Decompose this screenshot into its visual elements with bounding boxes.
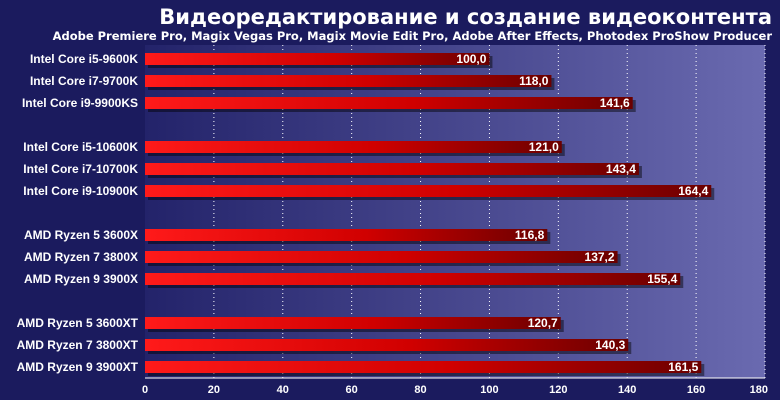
bar [145, 53, 490, 65]
category-label: AMD Ryzen 7 3800X [24, 250, 138, 264]
category-label: Intel Core i7-10700K [23, 162, 138, 176]
value-label: 143,4 [606, 162, 636, 176]
x-tick-label: 120 [549, 384, 567, 396]
bars [145, 53, 715, 376]
value-label: 100,0 [456, 52, 486, 66]
value-label: 141,6 [600, 96, 630, 110]
x-tick-label: 0 [142, 384, 148, 396]
category-label: AMD Ryzen 5 3600XT [17, 316, 139, 330]
category-label: Intel Core i9-10900K [23, 184, 138, 198]
value-label: 161,5 [668, 360, 698, 374]
bar [145, 339, 629, 351]
bar [145, 163, 639, 175]
x-tick-label: 180 [750, 384, 768, 396]
x-tick-label: 60 [346, 384, 358, 396]
value-label: 137,2 [585, 250, 615, 264]
x-tick-label: 40 [277, 384, 289, 396]
value-label: 118,0 [519, 74, 549, 88]
category-labels: Intel Core i5-9600K Intel Core i7-9700K In… [17, 52, 139, 374]
bar [145, 251, 618, 263]
value-label: 155,4 [647, 272, 677, 286]
category-label: Intel Core i7-9700K [30, 74, 138, 88]
x-tick-label: 160 [687, 384, 705, 396]
value-labels: 100,0 118,0 141,6 121,0 143,4 164,4 116,8 137,2… [456, 52, 708, 374]
category-label: Intel Core i5-9600K [30, 52, 138, 66]
value-label: 164,4 [678, 184, 708, 198]
x-axis-ticks: 0 20 40 60 80 100 120 140 160 180 [142, 384, 768, 396]
bar [145, 185, 712, 197]
category-label: AMD Ryzen 7 3800XT [17, 338, 139, 352]
bar [145, 75, 552, 87]
bar [145, 97, 633, 109]
bar [145, 229, 548, 241]
value-label: 120,7 [528, 316, 558, 330]
bar [145, 361, 702, 373]
category-label: AMD Ryzen 5 3600X [24, 228, 138, 242]
value-label: 140,3 [595, 338, 625, 352]
x-tick-label: 100 [480, 384, 498, 396]
bar [145, 317, 561, 329]
value-label: 116,8 [515, 228, 545, 242]
category-label: AMD Ryzen 9 3900X [24, 272, 138, 286]
bar [145, 141, 562, 153]
x-tick-label: 80 [414, 384, 426, 396]
bar [145, 273, 681, 285]
chart-title: Видеоредактирование и создание видеоконт… [159, 5, 772, 29]
x-tick-label: 20 [208, 384, 220, 396]
category-label: Intel Core i9-9900KS [22, 96, 138, 110]
chart-subtitle: Adobe Premiere Pro, Magix Vegas Pro, Mag… [53, 29, 773, 43]
value-label: 121,0 [529, 140, 559, 154]
category-label: Intel Core i5-10600K [23, 140, 138, 154]
x-tick-label: 140 [618, 384, 636, 396]
category-label: AMD Ryzen 9 3900XT [17, 360, 139, 374]
